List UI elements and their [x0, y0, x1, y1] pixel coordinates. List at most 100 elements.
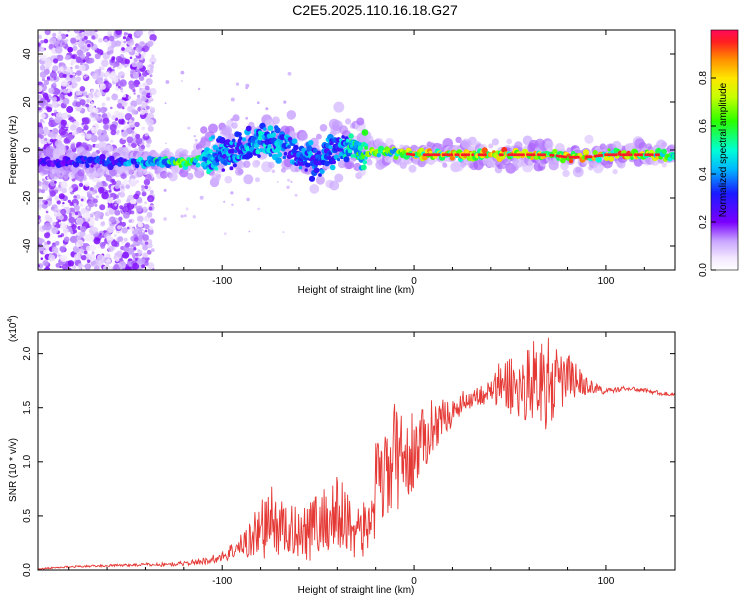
noise-blob	[90, 216, 95, 222]
noise-blob	[192, 215, 196, 219]
ridge-peak	[650, 153, 654, 157]
noise-blob	[150, 107, 155, 112]
noise-blob	[95, 89, 99, 93]
noise-blob	[91, 35, 96, 40]
noise-blob	[77, 50, 84, 56]
ridge-peak	[648, 153, 652, 157]
ridge-mark	[304, 168, 308, 172]
noise-blob	[183, 214, 187, 218]
noise-blob	[199, 195, 204, 200]
ridge-halo	[224, 175, 233, 184]
ridge-mark	[211, 135, 215, 140]
noise-blob	[38, 198, 43, 204]
noise-blob	[62, 73, 67, 78]
noise-blob	[79, 99, 86, 106]
ridge-mark	[336, 158, 341, 162]
noise-blob	[134, 121, 140, 128]
noise-blob	[88, 219, 95, 227]
noise-blob	[107, 197, 114, 204]
snr-y-label: SNR (10 * v/v)	[8, 438, 19, 502]
ridge-peak	[427, 153, 430, 157]
ridge-mark	[306, 145, 313, 153]
noise-blob	[149, 74, 153, 78]
figure-title: C2E5.2025.110.16.18.G27	[292, 2, 458, 18]
noise-blob	[135, 205, 143, 212]
noise-blob	[95, 195, 99, 199]
noise-blob	[42, 93, 49, 99]
noise-blob	[73, 204, 80, 211]
ridge-peak	[625, 153, 629, 157]
noise-blob	[92, 260, 96, 265]
spectrogram-noise	[38, 30, 301, 270]
noise-blob	[197, 87, 201, 91]
ridge-mark	[357, 145, 363, 151]
noise-blob	[69, 74, 73, 79]
noise-blob	[44, 59, 52, 67]
noise-blob	[58, 214, 64, 221]
ridge-mark	[195, 162, 201, 168]
ridge-peak	[543, 153, 546, 157]
noise-blob	[45, 210, 49, 214]
ridge-peak	[483, 153, 487, 157]
ridge-mark	[364, 145, 369, 150]
noise-blob	[92, 118, 96, 122]
ridge-peak	[456, 153, 460, 157]
noise-blob	[80, 198, 84, 202]
ridge-mark	[215, 162, 220, 166]
ridge-mark	[329, 164, 336, 171]
x-tick-label: 100	[598, 276, 615, 287]
ridge-peak	[433, 153, 437, 157]
noise-blob	[133, 72, 140, 79]
noise-blob	[109, 216, 116, 223]
noise-blob	[149, 56, 157, 65]
ridge-mark	[568, 159, 574, 164]
noise-blob	[38, 188, 42, 193]
noise-blob	[187, 126, 191, 130]
noise-blob	[41, 77, 46, 82]
noise-blob	[46, 240, 51, 245]
noise-blob	[114, 209, 121, 216]
noise-blob	[91, 251, 95, 255]
noise-blob	[53, 88, 61, 95]
noise-blob	[41, 224, 48, 231]
noise-blob	[61, 204, 65, 208]
ridge-mark	[283, 151, 288, 156]
noise-blob	[276, 181, 279, 183]
noise-blob	[113, 234, 117, 237]
noise-blob	[44, 266, 51, 270]
noise-blob	[126, 226, 130, 230]
noise-blob	[44, 241, 48, 245]
noise-blob	[135, 252, 139, 257]
noise-blob	[53, 207, 59, 213]
ridge-mark	[275, 157, 282, 164]
noise-blob	[40, 40, 44, 44]
noise-blob	[128, 48, 133, 53]
noise-blob	[93, 237, 101, 245]
noise-blob	[39, 46, 45, 52]
noise-blob	[110, 139, 114, 144]
noise-blob	[101, 221, 105, 226]
noise-blob	[65, 66, 72, 73]
noise-blob	[46, 76, 50, 80]
noise-blob	[110, 106, 113, 110]
noise-blob	[42, 259, 49, 267]
ridge-halo	[237, 168, 244, 175]
ridge-peak	[536, 153, 540, 157]
noise-blob	[146, 211, 153, 218]
noise-blob	[76, 239, 84, 247]
noise-blob	[110, 72, 117, 79]
noise-blob	[117, 112, 124, 120]
noise-blob	[145, 259, 149, 263]
noise-blob	[38, 107, 42, 111]
noise-blob	[136, 258, 143, 264]
noise-blob	[73, 253, 81, 261]
noise-blob	[151, 61, 155, 65]
ridge-mark	[219, 143, 223, 148]
noise-blob	[108, 208, 115, 215]
noise-blob	[115, 55, 123, 63]
noise-blob	[40, 189, 45, 194]
noise-blob	[117, 192, 121, 196]
ridge-halo	[208, 123, 218, 134]
noise-blob	[115, 30, 122, 36]
ridge-halo	[661, 141, 668, 148]
